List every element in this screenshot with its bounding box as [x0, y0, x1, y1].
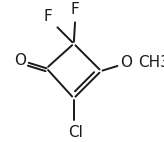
Text: O: O — [120, 55, 132, 70]
Text: F: F — [43, 9, 52, 24]
Text: CH3: CH3 — [138, 55, 164, 70]
Text: F: F — [71, 2, 80, 17]
Text: Cl: Cl — [68, 125, 83, 140]
Text: O: O — [15, 53, 27, 68]
